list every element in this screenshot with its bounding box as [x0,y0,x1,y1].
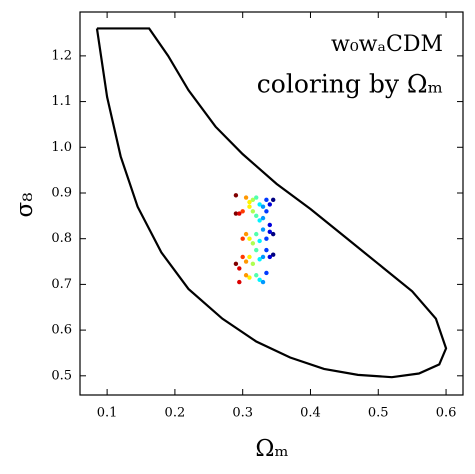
y-tick-label: 0.5 [51,368,72,383]
scatter-point [257,257,262,262]
x-tick-label: 0.2 [165,406,186,421]
x-tick-label: 0.5 [368,406,389,421]
scatter-point [267,254,273,260]
y-tick-label: 1.0 [51,140,72,155]
x-tick-label: 0.4 [300,406,321,421]
y-tick-label: 1.2 [51,48,72,63]
scatter-point [250,209,256,214]
scatter-point [264,236,269,241]
scatter-point [233,193,239,198]
scatter-point [264,247,269,253]
scatter-point [240,236,245,241]
scatter-point [257,202,262,207]
scatter-point [260,279,266,285]
y-tick-label: 0.8 [51,231,72,246]
scatter-point [257,277,262,283]
scatter-point [264,197,269,203]
annotation: w₀wₐCDM [331,32,443,57]
scatter-point [237,211,242,216]
x-axis-label: Ωₘ [255,436,288,462]
scatter-point [243,273,249,278]
scatter-point [233,261,239,267]
scatter-point [247,254,252,260]
scatter-point [240,254,245,260]
scatter-point [257,218,262,223]
y-tick-label: 0.9 [51,185,72,200]
plot-frame [79,11,464,396]
scatter-point [250,241,256,246]
scatter-point [250,261,256,267]
scatter-point [247,199,252,205]
scatter-point [237,266,242,271]
scatter-point [243,195,249,200]
scatter-point [257,238,262,244]
annotation: coloring by Ωₘ [257,70,443,99]
x-tick-label: 0.3 [232,406,253,421]
y-tick-label: 0.6 [51,323,72,338]
scatter-point [260,227,266,232]
scatter-point [243,259,249,264]
y-tick-label: 0.7 [51,277,72,292]
scatter-point [233,211,239,216]
scatter-point [237,279,242,285]
scatter-point [254,231,259,237]
scatter-point [270,252,276,257]
scatter-point [254,213,259,219]
scatter-point [270,231,276,237]
scatter-point [260,204,266,209]
scatter-point [247,236,252,241]
scatter-point [264,209,269,214]
x-tick-label: 0.1 [97,406,118,421]
scatter-point [260,215,266,221]
x-tick-label: 0.6 [436,406,457,421]
scatter-point [264,270,269,276]
scatter-point [250,197,256,203]
scatter-point [254,195,259,200]
scatter-point [243,231,249,237]
scatter-point [254,247,259,253]
y-tick-label: 1.1 [51,94,72,109]
scatter-point [247,204,252,209]
scatter-point [254,273,259,278]
scatter-point [267,202,273,207]
scatter-point [267,222,273,228]
y-axis-label: σ₈ [12,193,38,218]
scatter-point [270,197,276,203]
contour-line [95,27,448,379]
scatter-point [247,275,252,280]
scatter-point [267,229,273,235]
scatter-point [240,209,245,214]
scatter-point [260,254,266,260]
